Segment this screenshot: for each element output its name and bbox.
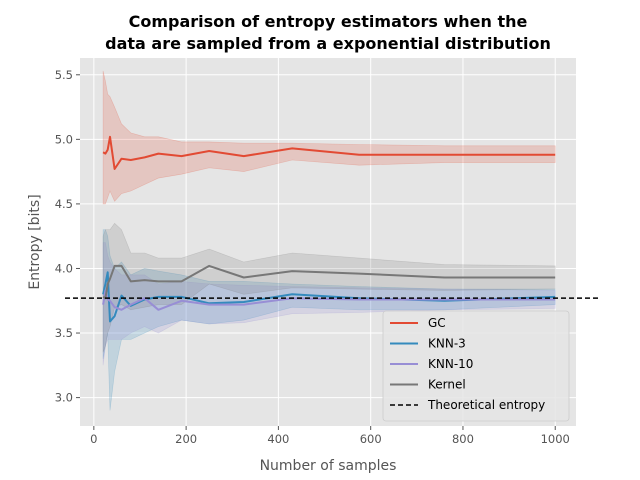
series-line-knn-3 [102, 271, 556, 323]
legend: GC KNN-3 KNN-10 Kernel Theoretical entropy [382, 310, 570, 422]
y-tick-label: 4.5 [55, 197, 73, 211]
legend-label-knn-10: KNN-10 [428, 357, 473, 371]
band-knn-10 [102, 242, 556, 366]
x-tick-label: 0 [90, 432, 97, 446]
y-tick-label: 4.0 [55, 261, 73, 275]
x-tick-label: 1000 [541, 432, 570, 446]
legend-label-knn-3: KNN-3 [428, 337, 466, 351]
y-tick-label: 3.5 [55, 326, 73, 340]
y-tick-label: 3.0 [55, 391, 73, 405]
x-tick-label: 400 [267, 432, 289, 446]
band-gc [102, 70, 556, 205]
legend-label-kernel: Kernel [428, 378, 466, 392]
series-line-gc [102, 135, 556, 170]
x-axis-label: Number of samples [260, 458, 397, 474]
x-tick-label: 600 [360, 432, 382, 446]
x-axis-ticks: 0 200 400 600 800 1000 [90, 426, 570, 446]
series-line-kernel [102, 264, 556, 300]
y-axis-ticks: 3.0 3.5 4.0 4.5 5.0 5.5 [55, 68, 80, 405]
legend-box [382, 310, 570, 422]
chart-title-line-2: data are sampled from a exponential dist… [105, 34, 551, 53]
chart-title-line-1: Comparison of entropy estimators when th… [129, 12, 528, 31]
y-tick-label: 5.0 [55, 132, 73, 146]
y-tick-label: 5.5 [55, 68, 73, 82]
legend-label-gc: GC [428, 316, 446, 330]
x-tick-label: 200 [175, 432, 197, 446]
y-axis-label: Entropy [bits] [27, 194, 43, 289]
x-tick-label: 800 [452, 432, 474, 446]
legend-label-theoretical-entropy: Theoretical entropy [427, 398, 545, 412]
band-knn-3 [102, 229, 556, 411]
